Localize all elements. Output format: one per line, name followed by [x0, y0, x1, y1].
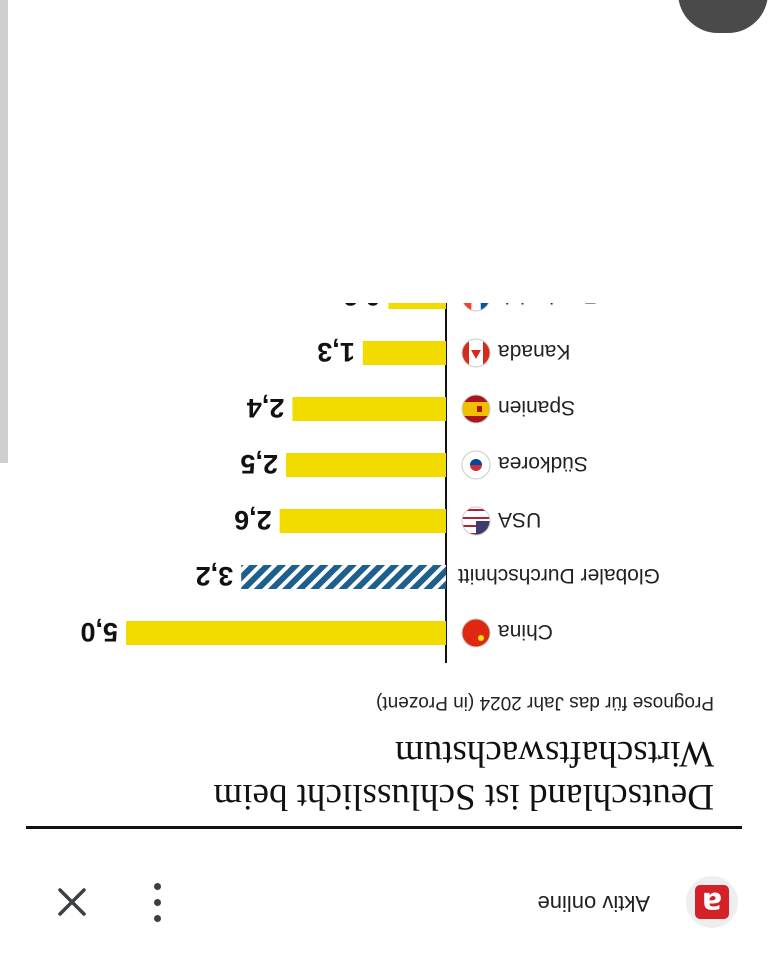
bar-value-label: 2,4	[247, 393, 285, 423]
bar	[126, 621, 446, 645]
chart-row: 2,4 Spanien	[247, 393, 575, 424]
divider	[26, 826, 742, 829]
category-label: Frankreich	[498, 303, 597, 307]
chart-row: 1,3 Kanada	[317, 337, 571, 368]
system-overlay	[678, 0, 768, 33]
category-label: Spanien	[498, 396, 575, 419]
chart-row: 2,5 Südkorea	[240, 449, 588, 480]
category-label: Südkorea	[498, 452, 588, 475]
category-label: China	[498, 620, 553, 643]
category-label: Kanada	[498, 340, 571, 363]
canada-flag-icon	[461, 338, 491, 368]
bar-value-label: 1,3	[317, 337, 355, 367]
chart-title: Deutschland ist Schlusslicht beim Wirtsc…	[213, 733, 714, 817]
app-name: Aktiv online	[537, 891, 650, 916]
top-bar: a Aktiv online	[0, 870, 768, 958]
bar-value-label: 0,9	[343, 303, 381, 311]
bar-value-label: 5,0	[80, 617, 118, 647]
chart-row: 2,6 USA	[234, 505, 541, 536]
chart-row: 3,2 Globaler Durchschnitt	[196, 561, 660, 591]
bar-value-label: 2,6	[234, 505, 272, 535]
close-icon[interactable]	[54, 884, 90, 920]
more-vertical-icon[interactable]	[144, 880, 172, 924]
spain-flag-icon	[461, 394, 491, 424]
south-korea-flag-icon	[461, 450, 491, 480]
bar	[362, 341, 446, 365]
china-flag-icon	[461, 618, 491, 648]
bar	[388, 303, 446, 309]
category-label: Globaler Durchschnitt	[458, 564, 660, 587]
bar	[279, 509, 446, 533]
category-label: USA	[498, 508, 541, 531]
bar-value-label: 2,5	[240, 449, 278, 479]
bar	[286, 453, 446, 477]
bar	[241, 565, 446, 589]
chart-row: 0,9 Frankreich	[343, 303, 597, 312]
france-flag-icon	[461, 303, 491, 312]
chart-subtitle: Prognose für das Jahr 2024 (in Prozent)	[376, 692, 714, 713]
app-logo[interactable]: a	[686, 876, 738, 928]
bar	[292, 397, 446, 421]
aktiv-logo-icon: a	[695, 885, 729, 920]
usa-flag-icon	[461, 506, 491, 536]
bar-value-label: 3,2	[196, 561, 234, 591]
chart-row: 5,0 China	[80, 617, 553, 648]
